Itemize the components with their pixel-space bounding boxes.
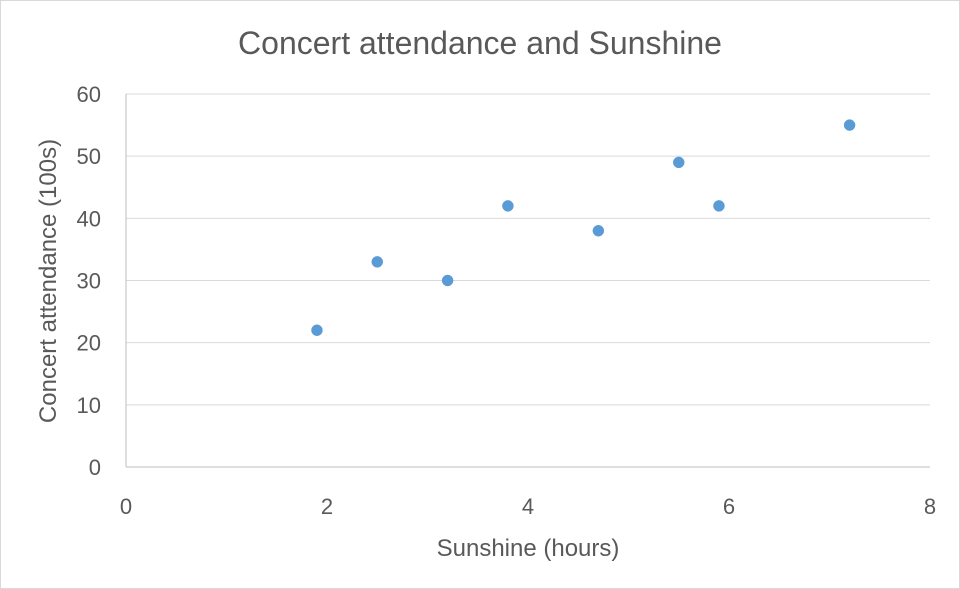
- x-tick-label: 2: [321, 494, 333, 519]
- data-point: [371, 256, 383, 268]
- data-point: [592, 225, 605, 237]
- y-tick-label: 0: [89, 455, 101, 480]
- x-tick-label: 4: [522, 494, 534, 519]
- x-axis-label: Sunshine (hours): [437, 535, 620, 562]
- data-points: [311, 119, 856, 336]
- data-point: [311, 324, 323, 336]
- y-tick-label: 50: [77, 144, 101, 169]
- x-tick-label: 8: [924, 494, 936, 519]
- gridlines: [126, 93, 930, 406]
- y-tick-label: 40: [77, 206, 101, 231]
- y-tick-label: 20: [77, 331, 101, 356]
- data-point: [441, 274, 454, 287]
- data-point: [843, 119, 856, 131]
- y-tick-label: 60: [77, 82, 101, 107]
- y-tick-labels: 0 10 20 30 40 50 60: [77, 82, 101, 480]
- chart-title: Concert attendance and Sunshine: [238, 25, 722, 61]
- data-point: [502, 200, 514, 212]
- x-tick-label: 0: [120, 494, 132, 519]
- y-tick-label: 10: [77, 393, 101, 418]
- x-tick-label: 6: [723, 494, 735, 519]
- y-axis-label: Concert attendance (100s): [35, 139, 62, 423]
- data-point: [713, 200, 725, 212]
- axes: [125, 94, 930, 468]
- y-tick-label: 30: [77, 269, 101, 294]
- x-tick-labels: 0 2 4 6 8: [120, 494, 936, 519]
- data-point: [673, 156, 685, 169]
